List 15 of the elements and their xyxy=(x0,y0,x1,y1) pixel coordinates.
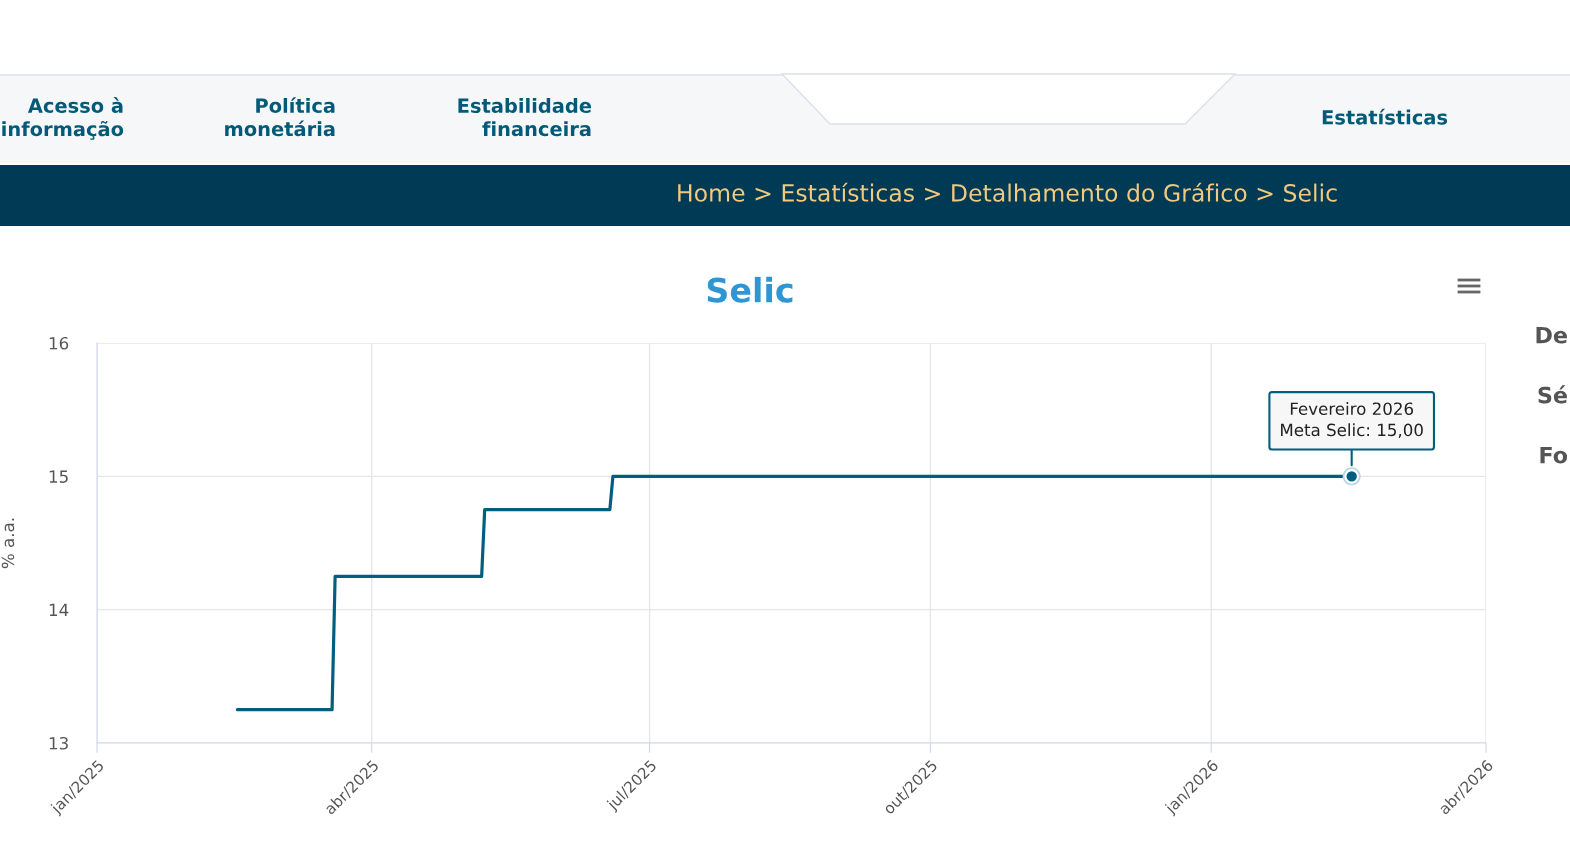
y-tick-label: 13 xyxy=(49,736,68,750)
text: Home > Estatísticas > Detalhamento do Gráfico > Selic xyxy=(678,182,1337,202)
annotation: Fevereiro 2026 Meta Selic: 15,00 xyxy=(1281,402,1423,438)
chart-title: Selic xyxy=(707,276,793,303)
text: Estatísticas xyxy=(1322,108,1448,125)
text: Estabilidade financeira xyxy=(458,97,592,137)
y-tick-label: 16 xyxy=(49,336,69,350)
text: Política monetária xyxy=(225,97,335,137)
text: Fo xyxy=(1540,446,1568,464)
text: De xyxy=(1536,326,1567,344)
text: Acesso à informação xyxy=(2,97,124,140)
text: Sé xyxy=(1538,385,1567,404)
y-tick-label: 14 xyxy=(49,603,69,616)
y-axis-title: % a.a. xyxy=(1,518,15,569)
y-tick-label: 15 xyxy=(49,470,68,483)
